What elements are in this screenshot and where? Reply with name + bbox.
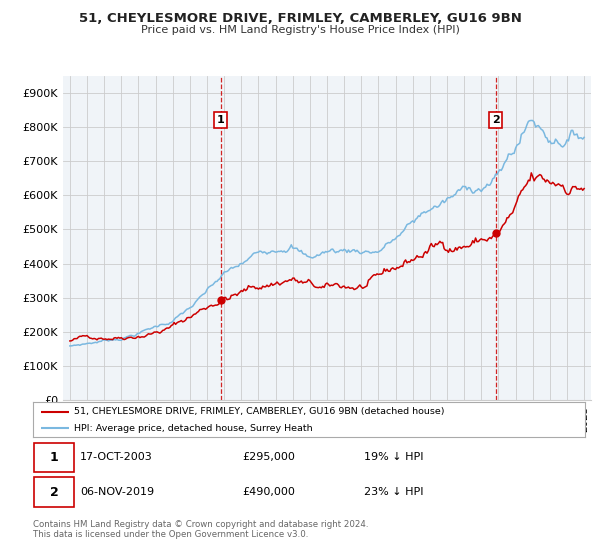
Text: 2: 2	[50, 486, 58, 498]
Text: 19% ↓ HPI: 19% ↓ HPI	[364, 452, 424, 462]
Text: 2: 2	[492, 115, 500, 125]
Text: 06-NOV-2019: 06-NOV-2019	[80, 487, 154, 497]
FancyBboxPatch shape	[34, 442, 74, 472]
Text: 23% ↓ HPI: 23% ↓ HPI	[364, 487, 424, 497]
Text: £490,000: £490,000	[243, 487, 296, 497]
Text: Contains HM Land Registry data © Crown copyright and database right 2024.
This d: Contains HM Land Registry data © Crown c…	[33, 520, 368, 539]
Text: 17-OCT-2003: 17-OCT-2003	[80, 452, 152, 462]
FancyBboxPatch shape	[34, 478, 74, 507]
Text: £295,000: £295,000	[243, 452, 296, 462]
Text: 1: 1	[217, 115, 224, 125]
Text: HPI: Average price, detached house, Surrey Heath: HPI: Average price, detached house, Surr…	[74, 423, 313, 433]
Text: Price paid vs. HM Land Registry's House Price Index (HPI): Price paid vs. HM Land Registry's House …	[140, 25, 460, 35]
Text: 51, CHEYLESMORE DRIVE, FRIMLEY, CAMBERLEY, GU16 9BN (detached house): 51, CHEYLESMORE DRIVE, FRIMLEY, CAMBERLE…	[74, 407, 445, 416]
Text: 51, CHEYLESMORE DRIVE, FRIMLEY, CAMBERLEY, GU16 9BN: 51, CHEYLESMORE DRIVE, FRIMLEY, CAMBERLE…	[79, 12, 521, 25]
Text: 1: 1	[50, 451, 58, 464]
